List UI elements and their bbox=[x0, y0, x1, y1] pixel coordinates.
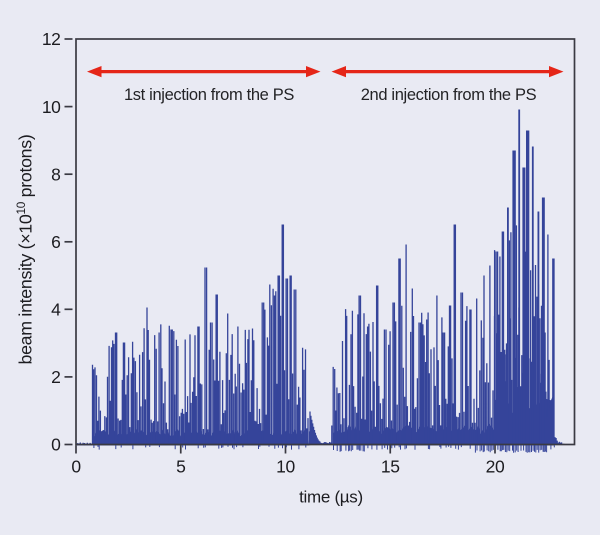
svg-text:15: 15 bbox=[381, 457, 400, 477]
svg-text:0: 0 bbox=[51, 435, 61, 455]
svg-text:4: 4 bbox=[51, 300, 61, 320]
svg-text:8: 8 bbox=[51, 164, 60, 184]
svg-text:10: 10 bbox=[42, 97, 61, 117]
svg-text:6: 6 bbox=[51, 232, 60, 252]
svg-text:beam intensity (×1010 protons): beam intensity (×1010 protons) bbox=[14, 135, 35, 365]
svg-text:time (µs): time (µs) bbox=[299, 488, 363, 507]
svg-text:12: 12 bbox=[42, 29, 61, 49]
svg-text:0: 0 bbox=[71, 457, 81, 477]
svg-text:1st injection from the PS: 1st injection from the PS bbox=[124, 86, 294, 104]
svg-text:2nd injection from the PS: 2nd injection from the PS bbox=[361, 86, 537, 104]
svg-text:2: 2 bbox=[51, 367, 60, 387]
svg-text:20: 20 bbox=[486, 457, 505, 477]
svg-text:10: 10 bbox=[276, 457, 295, 477]
svg-text:5: 5 bbox=[176, 457, 185, 477]
